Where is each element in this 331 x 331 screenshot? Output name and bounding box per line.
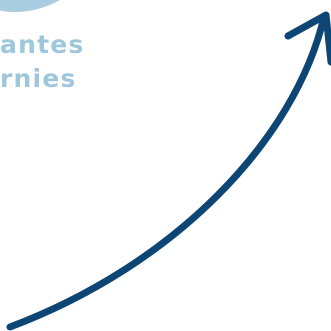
- caption-line-1: antes: [0, 30, 85, 59]
- arrow-head: [284, 11, 331, 66]
- curved-arrow-up-right-icon: [6, 11, 331, 331]
- caption-line-2: rnies: [0, 64, 77, 93]
- caption-text: antes rnies: [0, 28, 84, 96]
- decorative-circle-icon: [0, 0, 60, 12]
- arrow-curve: [6, 13, 328, 331]
